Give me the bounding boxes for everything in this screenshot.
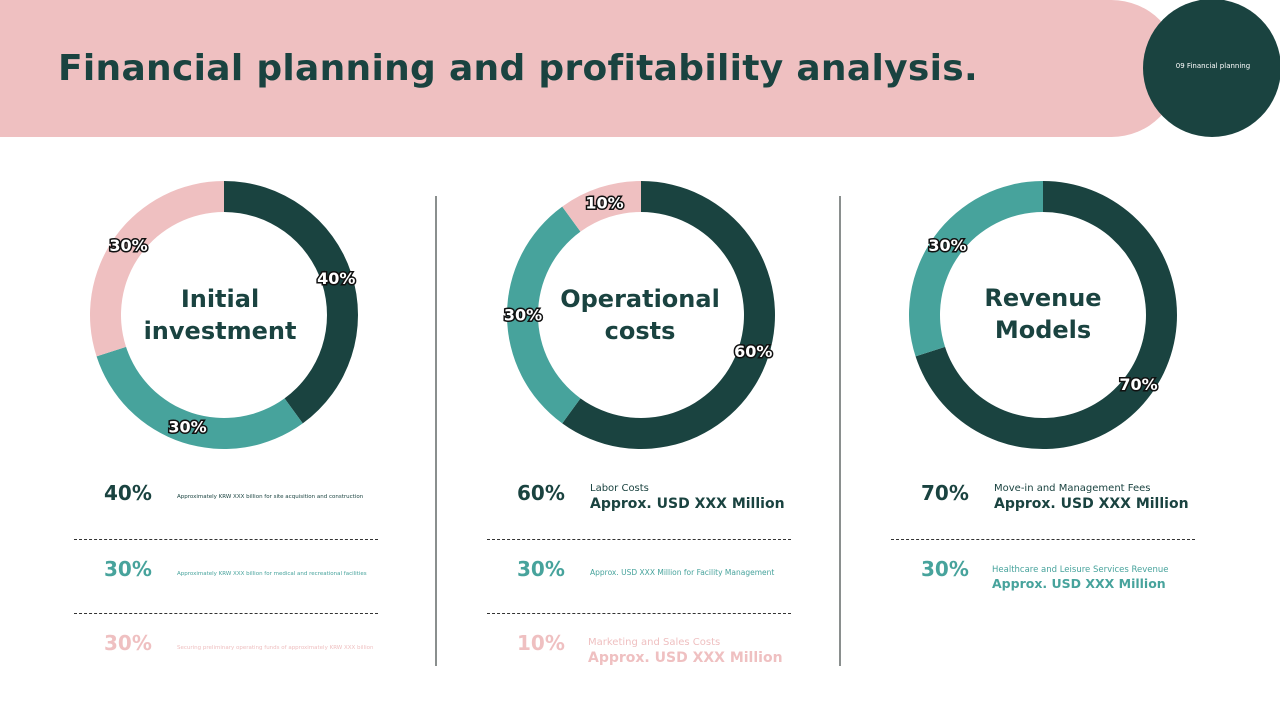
donut-slice [506, 206, 581, 424]
slice-label: 10% [585, 193, 623, 212]
row-percent: 30% [104, 557, 152, 581]
chart-title-operational-costs: Operational costs [540, 283, 740, 347]
row-label: Marketing and Sales Costs [588, 637, 721, 648]
row-divider [891, 539, 1195, 540]
slice-label: 60% [734, 342, 772, 361]
row-percent: 30% [517, 557, 565, 581]
donut-slice [909, 181, 1043, 357]
row-amount: Approx. USD XXX Million [590, 496, 785, 512]
donut-chart-operational-costs: 60% 30% 10% [502, 181, 775, 450]
list-item: 30% Healthcare and Leisure Services Reve… [891, 557, 1195, 617]
chart-title-initial-investment: Initial investment [120, 283, 320, 347]
slice-label: 30% [504, 306, 542, 325]
column-divider [839, 196, 841, 666]
donut-slice [562, 181, 641, 232]
slice-label: 30% [168, 418, 206, 437]
section-label: 09 Financial planning [1175, 62, 1251, 70]
chart-title-line: investment [143, 317, 297, 345]
chart-title-line: Operational [560, 285, 720, 313]
row-percent: 30% [921, 557, 969, 581]
donut-slice [562, 181, 775, 450]
list-item: 40% Approximately KRW XXX billion for si… [74, 481, 378, 541]
row-divider [487, 539, 791, 540]
row-amount: Approx. USD XXX Million [994, 496, 1189, 512]
row-divider [74, 539, 378, 540]
chart-title-revenue-models: Revenue Models [943, 282, 1143, 346]
slice-label: 70% [1119, 375, 1157, 394]
row-percent: 10% [517, 631, 565, 655]
row-percent: 70% [921, 481, 969, 505]
slice-label: 30% [928, 236, 966, 255]
column-divider [435, 196, 437, 666]
row-description: Approx. USD XXX Million for Facility Man… [590, 568, 775, 577]
donut-chart-initial-investment: 40% 30% 30% [89, 181, 358, 449]
donut-slice [96, 346, 303, 449]
row-divider [74, 613, 378, 614]
list-item: 30% Approximately KRW XXX billion for me… [74, 557, 378, 617]
row-description: Approximately KRW XXX billion for site a… [177, 494, 364, 500]
list-item: 60% Labor Costs Approx. USD XXX Million [487, 481, 791, 541]
list-item: 70% Move-in and Management Fees Approx. … [891, 481, 1195, 541]
chart-title-line: Initial [180, 285, 260, 313]
donut-slice [224, 181, 358, 424]
slice-label: 30% [109, 236, 147, 255]
list-item: 30% Securing preliminary operating funds… [74, 631, 378, 691]
row-label: Labor Costs [590, 483, 649, 494]
row-divider [487, 613, 791, 614]
list-item: 10% Marketing and Sales Costs Approx. US… [487, 631, 791, 691]
row-amount: Approx. USD XXX Million [588, 650, 783, 666]
donut-slice [89, 181, 224, 357]
header-band [0, 0, 1180, 137]
chart-title-line: Models [994, 316, 1092, 344]
slice-label: 40% [317, 269, 355, 288]
list-item: 30% Approx. USD XXX Million for Facility… [487, 557, 791, 617]
row-description: Approximately KRW XXX billion for medica… [177, 571, 367, 577]
section-badge [1143, 0, 1280, 137]
row-label: Healthcare and Leisure Services Revenue [992, 565, 1169, 575]
donut-chart-revenue-models: 70% 30% [909, 181, 1177, 449]
row-percent: 30% [104, 631, 152, 655]
row-amount: Approx. USD XXX Million [992, 576, 1166, 591]
page-title: Financial planning and profitability ana… [58, 48, 978, 89]
row-percent: 40% [104, 481, 152, 505]
row-label: Move-in and Management Fees [994, 483, 1151, 494]
chart-title-line: costs [604, 317, 676, 345]
chart-title-line: Revenue [984, 284, 1102, 312]
row-percent: 60% [517, 481, 565, 505]
row-description: Securing preliminary operating funds of … [177, 645, 374, 651]
